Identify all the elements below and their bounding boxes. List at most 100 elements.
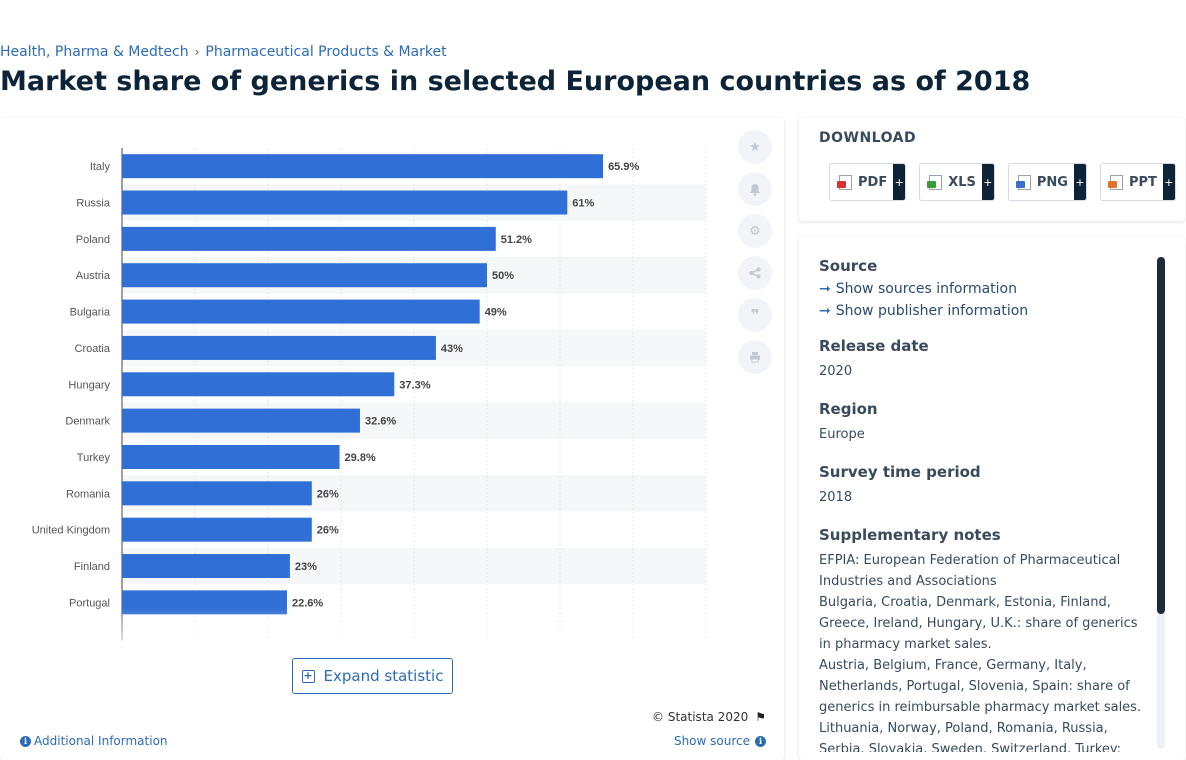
supplementary-notes-heading: Supplementary notes bbox=[819, 526, 1001, 544]
download-buttons: PDF + XLS + PNG + PPT + bbox=[829, 163, 1186, 201]
note-efpia: EFPIA: European Federation of Pharmaceut… bbox=[819, 553, 1121, 589]
release-date-heading: Release date bbox=[819, 337, 929, 355]
category-label: United Kingdom bbox=[32, 525, 110, 537]
value-label: 22.6% bbox=[292, 597, 323, 609]
value-label: 49% bbox=[485, 307, 507, 319]
value-label: 32.6% bbox=[365, 416, 396, 428]
category-label: Portugal bbox=[69, 597, 110, 609]
ppt-file-icon bbox=[1107, 174, 1123, 190]
plus-icon: + bbox=[893, 164, 906, 200]
ppt-badge bbox=[1107, 180, 1117, 188]
settings-button[interactable]: ⚙ bbox=[738, 214, 772, 248]
note-reimbursable-sales: Austria, Belgium, France, Germany, Italy… bbox=[819, 658, 1142, 715]
arrow-right-icon: ➞ bbox=[819, 281, 831, 297]
flag-icon[interactable]: ⚑ bbox=[755, 710, 766, 724]
chart-area: Italy 65.9% Russia 61% Poland 51.2% Austria 50%… bbox=[0, 138, 740, 653]
category-label: Italy bbox=[90, 161, 111, 173]
region-heading: Region bbox=[819, 400, 878, 418]
breadcrumb-link-health[interactable]: Health, Pharma & Medtech bbox=[0, 44, 189, 60]
bar bbox=[122, 299, 480, 324]
download-pdf-button[interactable]: PDF + bbox=[829, 163, 907, 201]
xls-badge bbox=[927, 180, 937, 188]
bar bbox=[122, 481, 312, 506]
category-label: Russia bbox=[76, 198, 111, 210]
category-label: Denmark bbox=[65, 416, 110, 428]
show-source-link[interactable]: Show source i bbox=[674, 734, 766, 748]
xls-file-icon bbox=[927, 174, 943, 190]
value-label: 65.9% bbox=[608, 161, 639, 173]
gear-icon: ⚙ bbox=[749, 223, 761, 239]
value-label: 43% bbox=[441, 343, 463, 355]
info-scrollbar[interactable] bbox=[1157, 257, 1165, 749]
bar bbox=[122, 335, 436, 360]
bar bbox=[122, 590, 287, 615]
notify-button[interactable] bbox=[738, 172, 772, 206]
print-button[interactable] bbox=[738, 340, 772, 374]
bar bbox=[122, 154, 604, 179]
download-pdf-label: PDF bbox=[858, 174, 888, 190]
png-badge bbox=[1015, 180, 1025, 188]
plus-icon: + bbox=[1073, 164, 1086, 200]
category-label: Poland bbox=[76, 234, 110, 246]
bar bbox=[122, 226, 496, 251]
region-value: Europe bbox=[819, 427, 865, 442]
info-icon: i bbox=[755, 735, 766, 747]
category-label: Bulgaria bbox=[70, 307, 111, 319]
download-png-button[interactable]: PNG + bbox=[1007, 163, 1087, 201]
download-title: DOWNLOAD bbox=[819, 130, 917, 146]
copyright-text: © Statista 2020 bbox=[652, 710, 749, 724]
value-label: 50% bbox=[492, 270, 514, 282]
breadcrumb-link-pharma[interactable]: Pharmaceutical Products & Market bbox=[205, 44, 447, 60]
plus-icon: + bbox=[981, 164, 994, 200]
note-total-sales: Lithuania, Norway, Poland, Romania, Russ… bbox=[819, 721, 1122, 752]
download-png-label: PNG bbox=[1036, 174, 1068, 190]
arrow-right-icon: ➞ bbox=[819, 303, 831, 319]
chart-tools: ★ ⚙ ❞ bbox=[738, 130, 772, 382]
show-publisher-label: Show publisher information bbox=[835, 303, 1029, 319]
share-button[interactable] bbox=[738, 256, 772, 290]
value-label: 26% bbox=[317, 488, 339, 500]
info-scroll-area[interactable]: Source ➞ Show sources information ➞ Show… bbox=[819, 257, 1149, 752]
category-label: Hungary bbox=[68, 379, 110, 391]
survey-period-value: 2018 bbox=[819, 490, 853, 505]
category-label: Turkey bbox=[77, 452, 111, 464]
download-xls-button[interactable]: XLS + bbox=[919, 163, 995, 201]
value-label: 51.2% bbox=[501, 234, 532, 246]
survey-period-heading: Survey time period bbox=[819, 463, 981, 481]
additional-information-link[interactable]: i Additional Information bbox=[20, 734, 168, 748]
chart-card: Italy 65.9% Russia 61% Poland 51.2% Austria 50%… bbox=[0, 118, 784, 760]
value-label: 23% bbox=[295, 561, 317, 573]
info-card: Source ➞ Show sources information ➞ Show… bbox=[799, 237, 1185, 760]
source-heading: Source bbox=[819, 257, 878, 275]
page-title: Market share of generics in selected Eur… bbox=[0, 66, 1031, 97]
show-sources-link[interactable]: ➞ Show sources information bbox=[819, 281, 1149, 297]
info-icon: i bbox=[20, 735, 31, 747]
plus-box-icon: + bbox=[301, 668, 315, 683]
favorite-button[interactable]: ★ bbox=[738, 130, 772, 164]
bar bbox=[122, 372, 395, 397]
release-date-value: 2020 bbox=[819, 364, 853, 379]
download-xls-label: XLS bbox=[948, 174, 976, 190]
bar bbox=[122, 444, 340, 469]
category-label: Romania bbox=[66, 488, 111, 500]
value-label: 26% bbox=[317, 525, 339, 537]
expand-statistic-button[interactable]: + Expand statistic bbox=[292, 658, 453, 694]
expand-statistic-label: Expand statistic bbox=[323, 667, 444, 685]
show-source-label: Show source bbox=[673, 734, 750, 748]
show-publisher-link[interactable]: ➞ Show publisher information bbox=[819, 303, 1149, 319]
download-ppt-button[interactable]: PPT + bbox=[1099, 163, 1176, 201]
bar bbox=[122, 263, 487, 288]
star-icon: ★ bbox=[749, 139, 761, 155]
bar bbox=[122, 408, 360, 433]
cite-button[interactable]: ❞ bbox=[738, 298, 772, 332]
scrollbar-thumb[interactable] bbox=[1157, 257, 1165, 614]
show-sources-label: Show sources information bbox=[835, 281, 1017, 297]
bar bbox=[122, 554, 290, 579]
breadcrumb-separator: › bbox=[194, 45, 200, 59]
print-icon bbox=[750, 352, 760, 363]
bar-chart: Italy 65.9% Russia 61% Poland 51.2% Austria 50%… bbox=[32, 148, 707, 641]
value-label: 29.8% bbox=[345, 452, 376, 464]
value-label: 61% bbox=[572, 198, 594, 210]
bar bbox=[122, 190, 568, 215]
category-label: Finland bbox=[74, 561, 110, 573]
